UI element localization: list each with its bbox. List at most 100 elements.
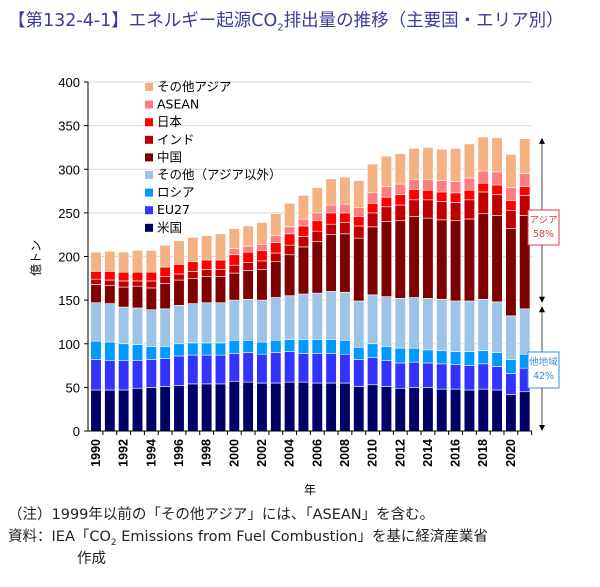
bar-segment xyxy=(477,191,489,215)
other-region-arrow-head xyxy=(539,306,545,313)
bar-segment xyxy=(118,360,130,391)
bar-segment xyxy=(408,179,420,190)
bar-segment xyxy=(491,366,503,391)
x-tick-label: 2000 xyxy=(227,439,241,467)
bar-segment xyxy=(242,251,254,263)
bar-segment xyxy=(145,280,157,289)
bar-segment xyxy=(104,250,116,272)
y-tick-label: 300 xyxy=(58,162,80,177)
bar-segment xyxy=(505,315,517,360)
bar-segment xyxy=(380,346,392,361)
bar-segment xyxy=(159,266,171,277)
bar-segment xyxy=(463,300,475,352)
bar-segment xyxy=(380,360,392,387)
y-tick-label: 100 xyxy=(58,337,80,352)
bar-segment xyxy=(491,301,503,353)
bar-segment xyxy=(173,385,185,432)
bar-segment xyxy=(477,298,489,352)
x-tick-label: 2008 xyxy=(338,439,352,467)
bar-segment xyxy=(118,306,130,345)
bar-segment xyxy=(311,292,323,340)
x-tick-label: 2018 xyxy=(476,439,490,467)
bar-segment xyxy=(422,189,434,201)
y-tick-label: 350 xyxy=(58,119,80,134)
bar-segment xyxy=(353,300,365,348)
bar-segment xyxy=(90,389,102,432)
bar-segment xyxy=(145,387,157,432)
bar-segment xyxy=(214,342,227,356)
bar-segment xyxy=(450,192,462,203)
bar-segment xyxy=(436,363,448,390)
bar-segment xyxy=(270,235,282,243)
x-tick-label: 2004 xyxy=(283,439,297,467)
bar-segment xyxy=(436,350,448,365)
bar-segment xyxy=(173,355,185,386)
bar-segment xyxy=(353,386,365,432)
bar-segment xyxy=(173,264,185,275)
bar-segment xyxy=(256,382,268,432)
x-tick-label: 1996 xyxy=(172,439,186,467)
bar-segment xyxy=(228,272,240,301)
bar-segment xyxy=(380,206,392,222)
bar-segment xyxy=(339,353,351,384)
bar-segment xyxy=(159,244,171,268)
bar-segment xyxy=(131,285,144,309)
bar-segment xyxy=(256,341,268,355)
x-tick-label: 1992 xyxy=(117,439,131,467)
bar-segment xyxy=(270,242,282,254)
bar-segment xyxy=(422,179,434,191)
legend-swatch xyxy=(145,118,153,127)
bar-segment xyxy=(463,189,475,201)
bar-segment xyxy=(228,264,240,274)
bar-segment xyxy=(339,212,351,223)
legend-label: その他（アジア以外） xyxy=(157,167,282,182)
bar-segment xyxy=(311,339,323,354)
bar-segment xyxy=(394,298,406,349)
bar-segment xyxy=(145,250,157,273)
bar-segment xyxy=(270,352,282,384)
bar-segment xyxy=(104,284,116,304)
bar-segment xyxy=(450,388,462,432)
bar-segment xyxy=(505,209,517,229)
bar-segment xyxy=(201,235,213,261)
bar-segment xyxy=(408,216,420,298)
bar-segment xyxy=(325,223,337,235)
bar-segment xyxy=(491,389,503,432)
bar-segment xyxy=(450,300,462,352)
other-region-annotation-value: 42% xyxy=(533,371,554,382)
other-region-annotation-box xyxy=(527,351,560,389)
bar-segment xyxy=(118,389,130,432)
bar-segment xyxy=(284,295,296,340)
bar-segment xyxy=(380,186,392,198)
bar-segment xyxy=(394,194,406,206)
bar-segment xyxy=(450,181,462,194)
bar-segment xyxy=(367,384,379,432)
bar-segment xyxy=(242,245,254,253)
bar-segment xyxy=(131,250,144,273)
y-tick-label: 50 xyxy=(66,380,80,395)
bar-segment xyxy=(408,387,420,432)
bar-segment xyxy=(242,262,254,271)
bar-segment xyxy=(477,388,489,432)
bar-segment xyxy=(201,342,213,356)
bar-segment xyxy=(325,353,337,384)
bar-segment xyxy=(131,307,144,345)
y-tick-label: 400 xyxy=(58,75,80,90)
bar-segment xyxy=(201,302,213,344)
bar-segment xyxy=(297,195,310,220)
legend-label: EU27 xyxy=(157,202,190,217)
bar-segment xyxy=(519,186,531,196)
bar-segment xyxy=(422,199,434,219)
legend-swatch xyxy=(145,188,153,197)
bar-segment xyxy=(367,163,379,194)
bar-segment xyxy=(201,269,213,277)
bar-segment xyxy=(436,148,448,181)
bar-segment xyxy=(519,391,531,432)
legend-label: ロシア xyxy=(157,185,195,200)
legend-label: 日本 xyxy=(157,114,183,129)
bar-segment xyxy=(173,343,185,357)
bar-segment xyxy=(491,352,503,367)
bar-segment xyxy=(187,303,199,344)
bar-segment xyxy=(297,293,310,340)
